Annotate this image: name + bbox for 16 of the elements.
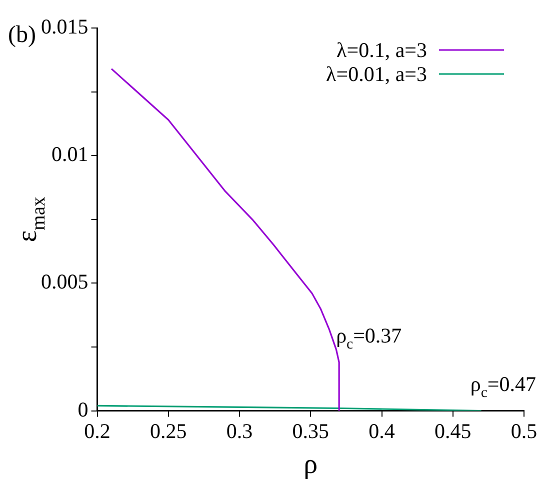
x-tick-label: 0.5 — [510, 418, 538, 443]
x-tick-label: 0.35 — [292, 418, 329, 443]
y-tick-label: 0.015 — [41, 14, 88, 39]
chart-title: (b) — [8, 22, 36, 48]
x-axis-title: ρ — [304, 448, 318, 480]
y-axis-title: εmax — [12, 196, 50, 242]
y-tick-label: 0.005 — [41, 270, 88, 294]
x-tick-label: 0.4 — [368, 418, 396, 443]
legend-label: λ=0.1, a=3 — [336, 38, 428, 62]
x-tick-label: 0.45 — [434, 418, 472, 443]
x-tick-label: 0.3 — [226, 418, 253, 443]
y-tick-label: 0 — [78, 397, 88, 422]
y-tick-label: 0.01 — [52, 142, 88, 166]
x-tick-label: 0.25 — [150, 418, 187, 443]
x-tick-label: 0.2 — [84, 418, 110, 443]
legend-label: λ=0.01, a=3 — [326, 62, 428, 86]
